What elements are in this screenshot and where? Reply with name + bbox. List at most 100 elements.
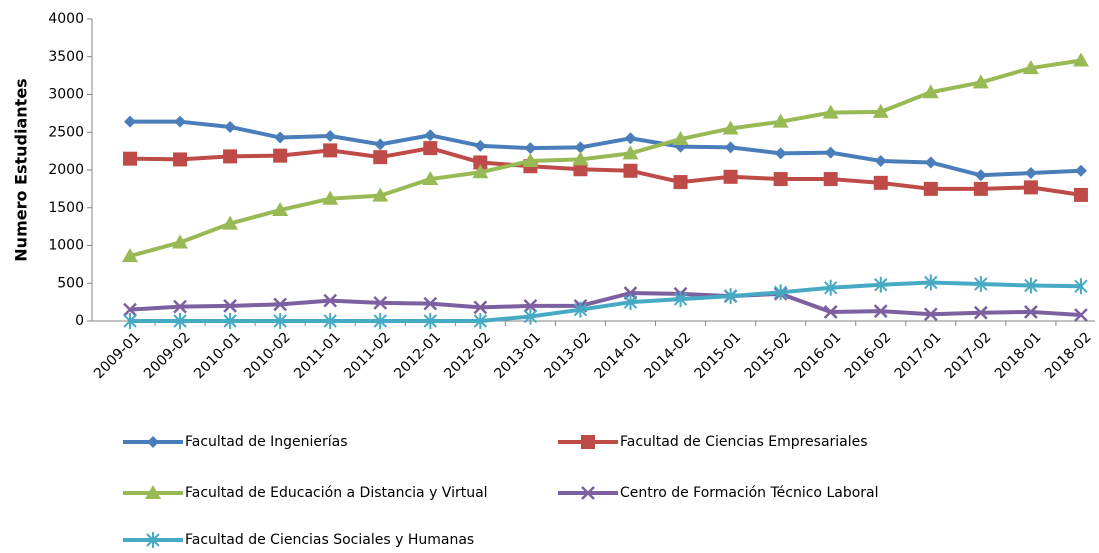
marker <box>974 169 987 182</box>
marker <box>1074 308 1088 322</box>
marker <box>773 172 788 187</box>
marker <box>924 274 938 291</box>
marker <box>824 146 837 159</box>
x-tick-label: 2018-02 <box>1042 329 1095 382</box>
x-tick-label: 2014-01 <box>591 329 644 382</box>
legend-item: Facultad de Educación a Distancia y Virt… <box>123 485 488 501</box>
series-line <box>129 146 1082 197</box>
x-tick-label: 2010-02 <box>241 329 294 382</box>
marker <box>922 84 939 99</box>
x-tick-label: 2011-02 <box>341 329 394 382</box>
marker <box>872 103 889 118</box>
marker <box>122 248 138 263</box>
marker <box>722 120 739 135</box>
marker <box>223 299 237 313</box>
marker <box>623 294 638 311</box>
marker <box>1023 180 1038 195</box>
legend-marker <box>147 436 159 448</box>
marker <box>1024 167 1037 180</box>
marker <box>972 74 989 89</box>
marker <box>223 149 238 164</box>
marker <box>973 305 988 320</box>
x-tick-label: 2016-02 <box>842 329 895 382</box>
marker <box>522 152 539 167</box>
x-tick-label: 2017-01 <box>892 329 945 382</box>
x-tick-label: 2012-01 <box>391 329 444 382</box>
marker <box>422 171 439 186</box>
marker <box>222 215 239 230</box>
x-tick-label: 2013-02 <box>541 329 594 382</box>
legend-label: Facultad de Ciencias Empresariales <box>620 434 868 450</box>
marker <box>673 175 688 190</box>
x-tick-label: 2015-02 <box>742 329 795 382</box>
marker <box>423 313 438 329</box>
marker <box>273 313 287 329</box>
marker <box>173 152 188 167</box>
marker <box>474 139 487 152</box>
marker <box>1024 277 1038 294</box>
marker <box>372 187 389 202</box>
marker <box>924 156 937 169</box>
marker <box>1074 278 1088 295</box>
marker <box>1073 187 1088 202</box>
marker <box>523 299 538 313</box>
marker <box>523 308 538 325</box>
marker <box>123 313 137 329</box>
legend-item: Facultad de Ciencias Empresariales <box>558 434 868 450</box>
marker <box>373 150 388 165</box>
marker <box>974 276 988 293</box>
marker <box>323 143 338 158</box>
x-tick-label: 2011-01 <box>291 329 344 382</box>
legend-item: Facultad de Ciencias Sociales y Humanas <box>123 532 474 548</box>
marker <box>822 104 839 119</box>
marker <box>1024 305 1038 319</box>
marker <box>123 302 137 317</box>
x-tick-label: 2014-02 <box>642 329 695 382</box>
y-tick-label: 0 <box>75 313 84 329</box>
marker <box>524 142 537 155</box>
marker <box>223 313 237 329</box>
marker <box>272 202 289 217</box>
marker <box>622 145 639 160</box>
marker <box>324 130 337 143</box>
series-line <box>130 119 1082 178</box>
marker <box>672 131 689 146</box>
marker <box>273 297 288 312</box>
marker <box>423 296 438 311</box>
marker <box>124 115 136 128</box>
legend-label: Facultad de Ciencias Sociales y Humanas <box>185 532 474 548</box>
series-line <box>129 58 1082 259</box>
series-line <box>130 280 1081 323</box>
x-tick-label: 2010-01 <box>191 329 244 382</box>
marker <box>573 162 588 177</box>
marker <box>724 141 737 154</box>
marker <box>1074 164 1087 177</box>
marker <box>773 284 788 301</box>
marker <box>273 148 288 163</box>
x-tick-label: 2017-02 <box>942 329 995 382</box>
y-tick-label: 2500 <box>48 124 84 140</box>
marker <box>373 313 387 329</box>
marker <box>673 291 688 308</box>
series-line <box>129 291 1082 317</box>
legend-item: Centro de Formación Técnico Laboral <box>558 485 879 501</box>
y-tick-label: 4000 <box>48 11 84 27</box>
legend-marker <box>146 532 160 548</box>
x-tick-label: 2012-02 <box>441 329 494 382</box>
marker <box>174 115 187 128</box>
marker <box>574 141 587 154</box>
marker <box>923 307 938 322</box>
marker <box>423 141 438 156</box>
marker <box>573 301 588 318</box>
y-tick-label: 500 <box>57 275 84 291</box>
marker <box>1072 52 1089 67</box>
marker <box>424 129 437 142</box>
marker <box>823 305 838 319</box>
x-tick-label: 2016-01 <box>792 329 845 382</box>
marker <box>624 132 637 145</box>
marker <box>373 295 388 310</box>
marker <box>1022 60 1039 75</box>
marker <box>723 169 738 184</box>
marker <box>873 175 888 190</box>
